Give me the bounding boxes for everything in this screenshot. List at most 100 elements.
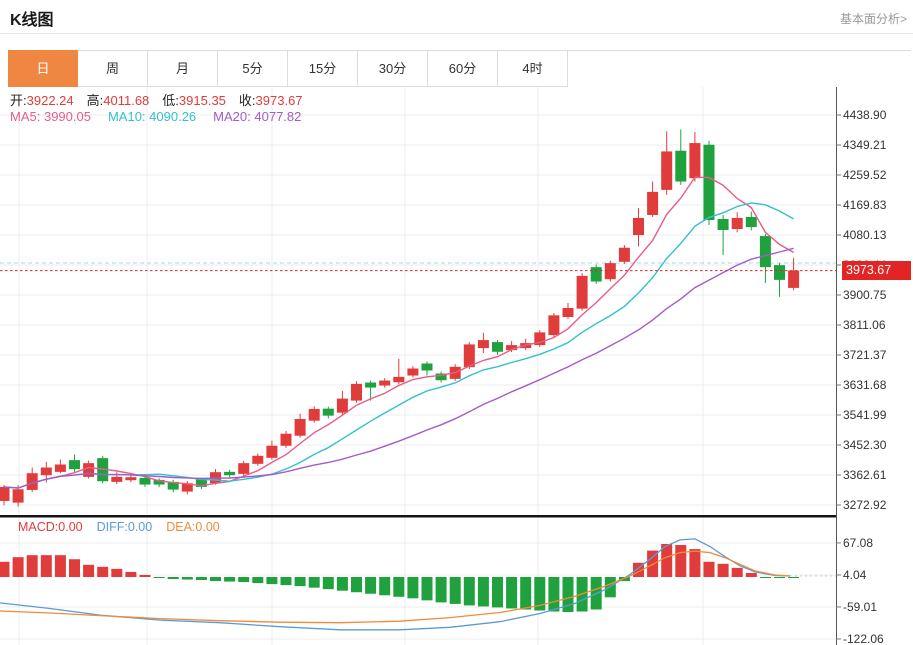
- candle-body: [308, 408, 320, 421]
- hist-bar: [689, 549, 701, 577]
- hist-bar: [83, 564, 95, 577]
- candle-body: [69, 460, 80, 470]
- hist-bar: [195, 577, 207, 581]
- macd-label: MACD:: [18, 520, 59, 534]
- dea-value-legend: DEA:0.00: [166, 520, 220, 534]
- tab-day[interactable]: 日: [8, 50, 78, 87]
- candle-body: [83, 463, 95, 477]
- kline-chart[interactable]: 4438.90 4349.21 4259.52 4169.83 4080.13 3990.…: [0, 87, 913, 645]
- dea-value: 0.00: [195, 520, 220, 534]
- candle-body: [393, 376, 405, 383]
- tick-label: 3900.75: [843, 288, 887, 302]
- hist-bar: [0, 561, 10, 577]
- hist-bar: [661, 544, 673, 577]
- tick-label: -122.06: [843, 632, 884, 645]
- candle-body: [351, 383, 362, 401]
- candle-body: [731, 217, 743, 230]
- ohlc-open-value: 3922.24: [26, 93, 74, 108]
- hist-bar: [421, 577, 433, 601]
- candle-body: [647, 191, 659, 215]
- tab-min30[interactable]: 30分: [358, 50, 428, 87]
- candle-body: [294, 419, 306, 436]
- ohlc-high-value: 4011.68: [103, 93, 150, 108]
- candle-body: [139, 477, 151, 485]
- hist-bar: [731, 567, 743, 577]
- dea-label: DEA:: [166, 520, 196, 534]
- hist-bar: [181, 577, 193, 580]
- fundamental-analysis-link[interactable]: 基本面分析>: [839, 12, 907, 26]
- hist-bar: [407, 577, 419, 599]
- hist-bar: [336, 577, 348, 591]
- tick-label: 3272.92: [843, 498, 887, 512]
- hist-bar: [435, 577, 447, 603]
- candle-body: [788, 270, 800, 288]
- hist-bar: [788, 577, 800, 578]
- candle-body: [421, 363, 433, 371]
- diff-value-legend: DIFF:0.00: [97, 520, 153, 534]
- hist-bar: [139, 574, 151, 577]
- candle-body: [477, 340, 489, 349]
- tab-min5[interactable]: 5分: [218, 50, 288, 87]
- current-price-badge: 3973.67: [842, 261, 911, 280]
- hist-bar: [238, 577, 250, 583]
- macd-histogram: [0, 544, 800, 613]
- ohlc-high: 高:4011.68: [87, 90, 150, 109]
- ohlc-open-label: 开:: [10, 93, 27, 108]
- hist-bar: [379, 577, 391, 596]
- ma5-value: 3990.05: [43, 109, 91, 124]
- tab-min60[interactable]: 60分: [428, 50, 498, 87]
- hist-bar: [393, 577, 405, 597]
- tick-label: -59.01: [843, 600, 877, 614]
- macd-legend: MACD:0.00 DIFF:0.00 DEA:0.00: [18, 520, 220, 534]
- ma20-value: 4077.82: [254, 109, 302, 124]
- candle-body: [26, 473, 38, 490]
- tab-hour4[interactable]: 4时: [498, 50, 568, 87]
- tick-label: 3811.06: [843, 318, 886, 332]
- tab-month[interactable]: 月: [148, 50, 218, 87]
- candle-body: [266, 445, 278, 458]
- candle-body: [689, 143, 701, 179]
- candle-body: [618, 247, 630, 262]
- ohlc-low-label: 低:: [162, 93, 179, 108]
- candle-body: [195, 479, 207, 487]
- hist-bar: [633, 562, 644, 577]
- hist-bar: [351, 577, 362, 593]
- candle-body: [252, 455, 264, 464]
- ohlc-legend: 开:3922.24 高:4011.68 低:3915.35 收:3973.67: [10, 90, 303, 109]
- ma10-legend: MA10: 4090.26: [108, 109, 196, 124]
- ohlc-low-value: 3915.35: [178, 93, 226, 108]
- period-tab-bar: 日周月 5分 15分 30分 60分 4时: [8, 50, 911, 87]
- ma10-value: 4090.26: [149, 109, 197, 124]
- candle-body: [590, 267, 602, 282]
- tab-min15[interactable]: 15分: [288, 50, 358, 87]
- hist-bar: [224, 577, 236, 582]
- candle-body: [280, 433, 292, 446]
- hist-bar: [675, 545, 687, 577]
- candle-body: [717, 218, 729, 231]
- panel-divider: [0, 515, 836, 518]
- candle-body: [604, 263, 616, 280]
- hist-bar: [252, 577, 264, 584]
- candle-body: [562, 307, 574, 317]
- tick-label: 4.04: [843, 568, 867, 582]
- candle-body: [125, 477, 137, 481]
- hist-bar: [759, 577, 771, 578]
- candle-body: [435, 373, 447, 381]
- hist-bar: [266, 577, 278, 585]
- tick-label: 3362.61: [843, 468, 887, 482]
- tick-label: 4349.21: [843, 138, 887, 152]
- kline-svg[interactable]: 4438.90 4349.21 4259.52 4169.83 4080.13 3990.…: [0, 87, 913, 645]
- hist-bar: [365, 577, 377, 594]
- tab-week[interactable]: 周: [78, 50, 148, 87]
- candle-body: [703, 144, 715, 220]
- hist-bar: [463, 577, 475, 606]
- tick-label: 3721.37: [843, 348, 887, 362]
- candle-body: [379, 380, 391, 386]
- hist-bar: [54, 555, 66, 577]
- ma5-legend: MA5: 3990.05: [10, 109, 91, 124]
- tick-label: 67.08: [843, 536, 873, 550]
- diff-value: 0.00: [127, 520, 153, 534]
- hist-bar: [534, 577, 546, 611]
- ma-legend: MA5: 3990.05 MA10: 4090.26 MA20: 4077.82: [10, 109, 301, 124]
